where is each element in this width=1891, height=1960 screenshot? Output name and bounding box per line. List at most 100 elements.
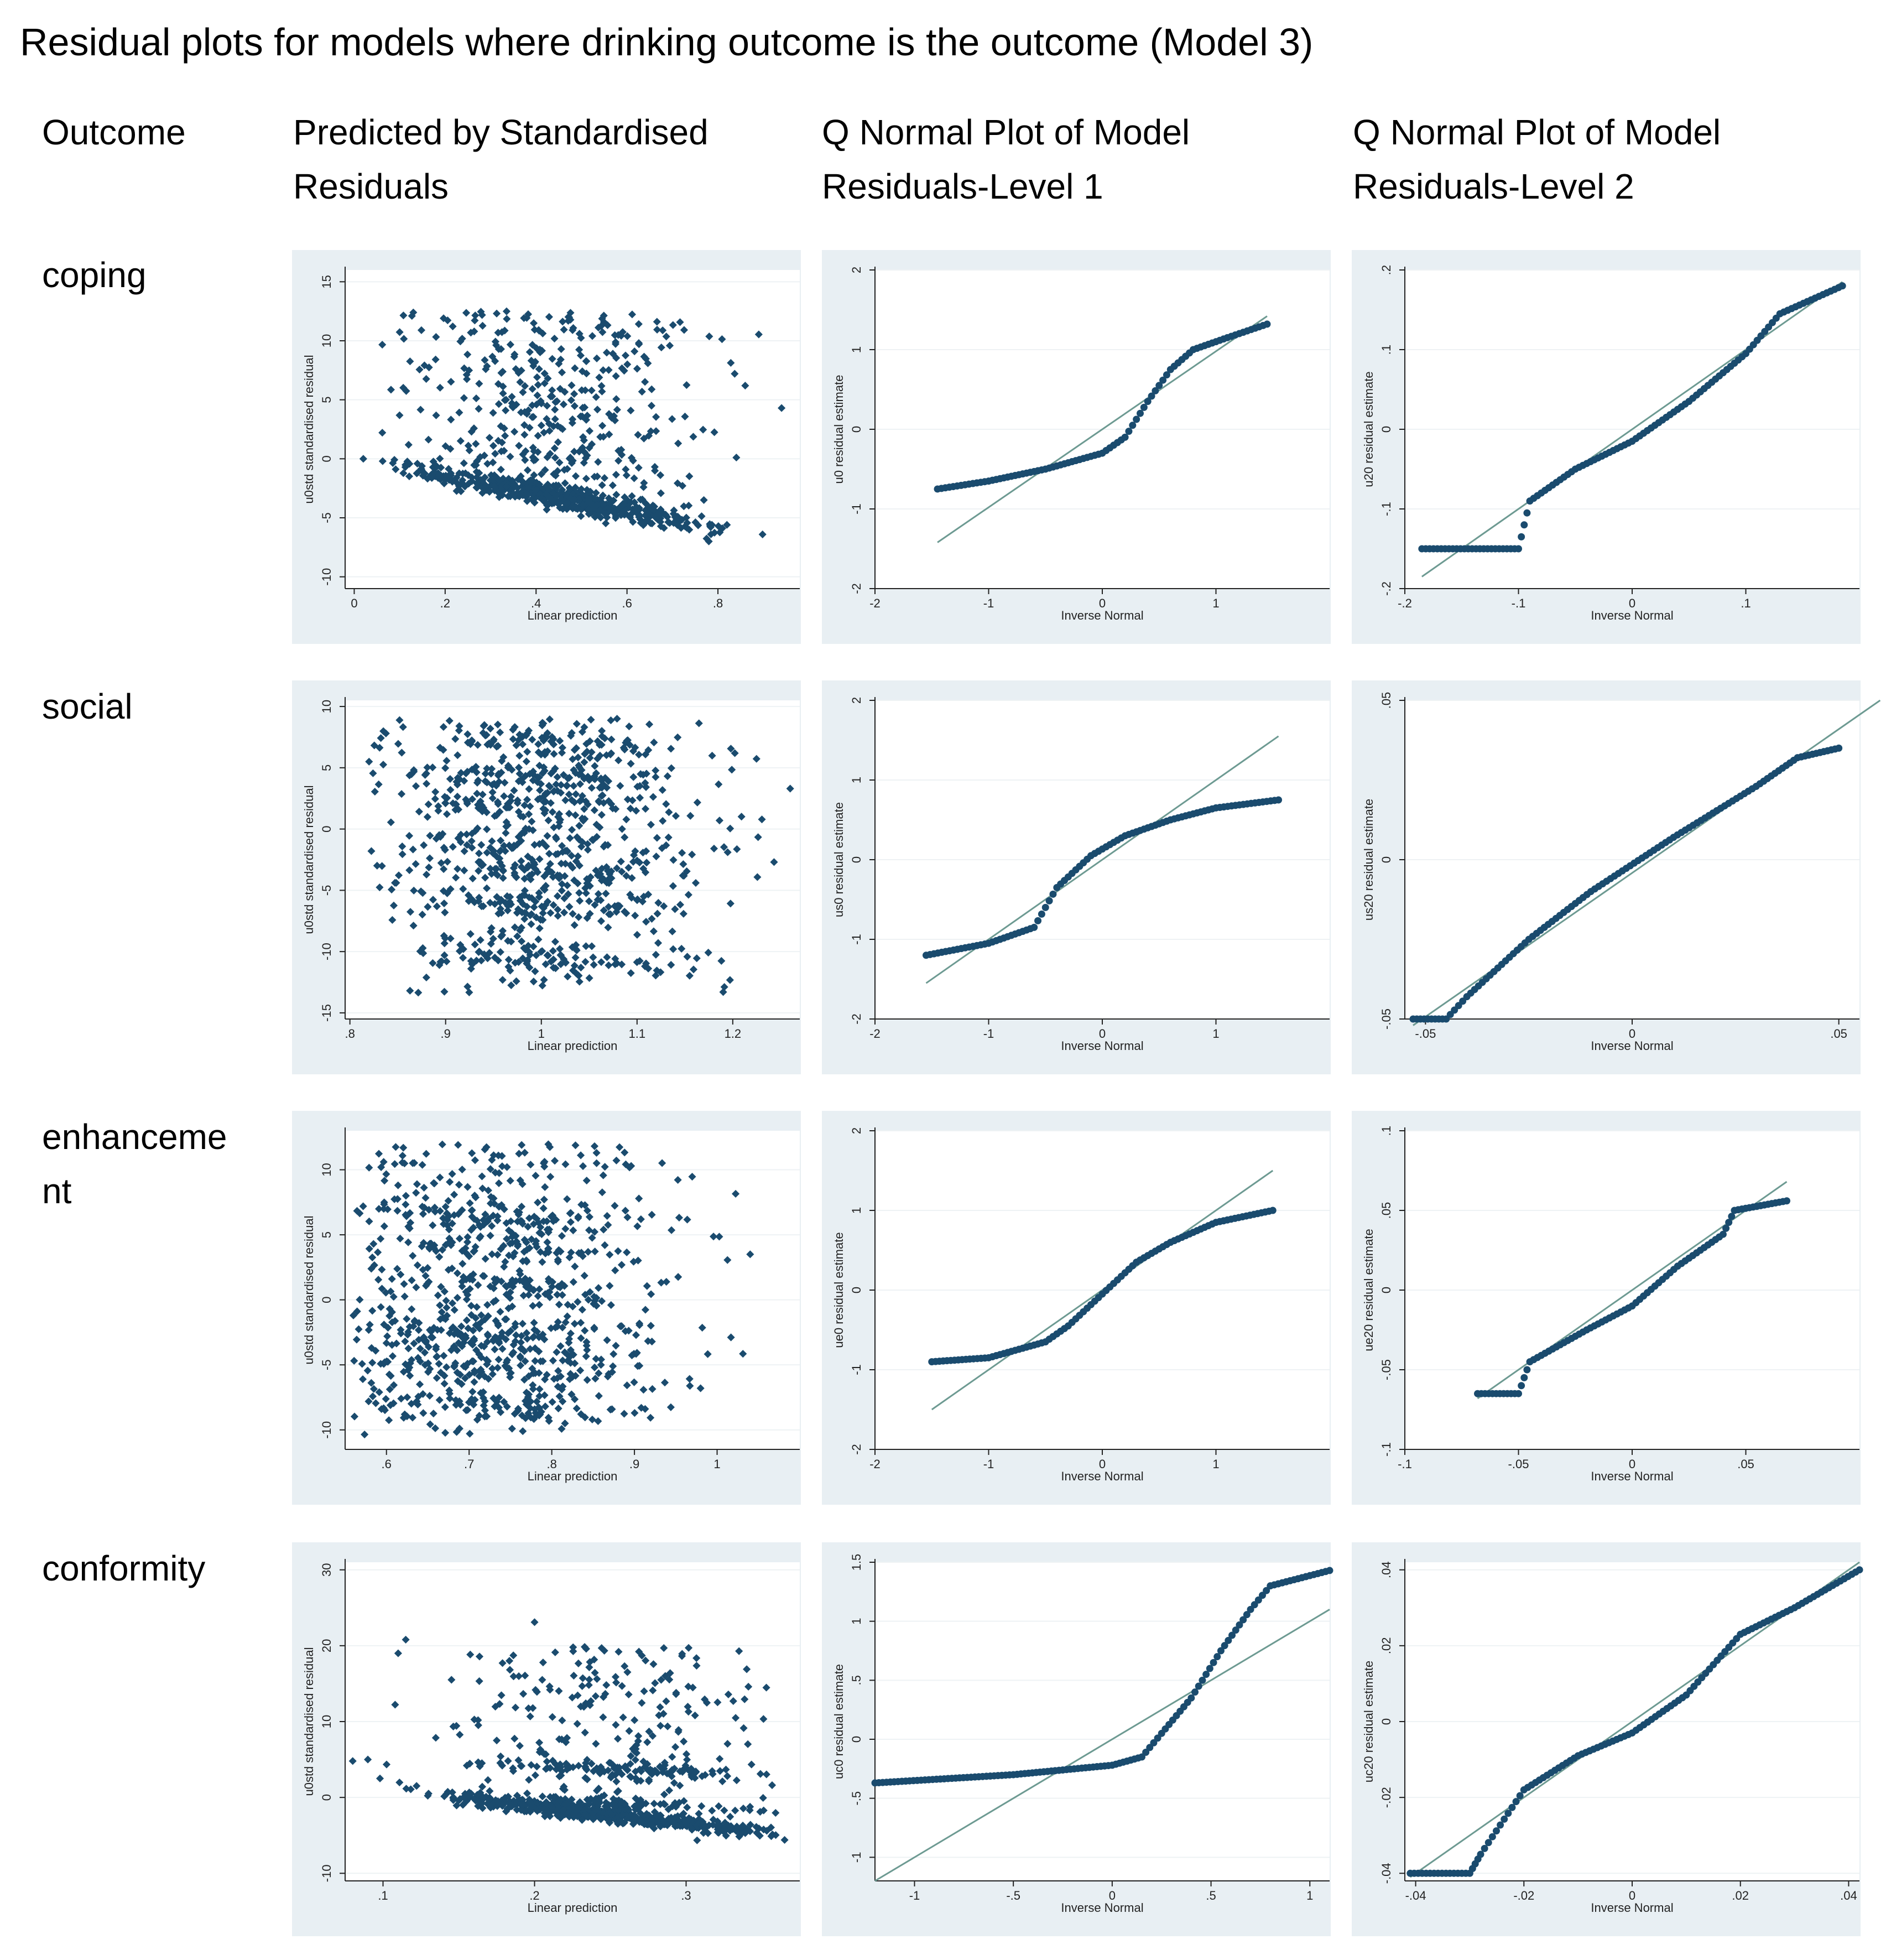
data-point bbox=[613, 405, 621, 414]
data-point bbox=[614, 456, 623, 465]
data-point bbox=[424, 435, 433, 444]
data-point bbox=[485, 949, 493, 957]
data-point bbox=[1488, 1833, 1496, 1841]
data-point bbox=[654, 898, 663, 907]
data-point bbox=[465, 480, 473, 488]
data-point bbox=[440, 899, 449, 908]
data-point bbox=[364, 1397, 373, 1406]
data-point bbox=[609, 508, 617, 516]
data-point bbox=[641, 805, 650, 813]
data-point bbox=[575, 913, 583, 921]
data-point bbox=[514, 763, 523, 772]
y-axis-label: u0std standardised residual bbox=[302, 1215, 316, 1364]
data-point bbox=[658, 1159, 666, 1167]
x-tick-label: .8 bbox=[345, 1027, 355, 1041]
data-point bbox=[519, 1291, 528, 1300]
data-point bbox=[476, 936, 485, 944]
y-tick-label: -10 bbox=[320, 943, 334, 960]
data-point bbox=[430, 1203, 439, 1212]
x-tick-label: -.1 bbox=[1398, 1457, 1412, 1471]
data-point bbox=[515, 770, 524, 778]
data-point bbox=[523, 902, 531, 911]
data-point bbox=[612, 372, 620, 380]
data-point bbox=[520, 430, 529, 439]
data-point bbox=[414, 468, 423, 476]
data-point bbox=[737, 813, 746, 821]
data-point bbox=[501, 326, 509, 335]
y-tick-label: 0 bbox=[850, 1736, 863, 1743]
data-point bbox=[600, 906, 608, 914]
data-point bbox=[1520, 1374, 1528, 1381]
data-point bbox=[424, 1359, 433, 1368]
data-point bbox=[494, 488, 502, 496]
data-point bbox=[561, 1318, 570, 1327]
data-point bbox=[685, 501, 693, 510]
data-point bbox=[556, 789, 565, 797]
x-tick-label: 0 bbox=[351, 596, 357, 610]
x-tick-label: 0 bbox=[1109, 1889, 1116, 1902]
data-point bbox=[557, 345, 565, 353]
data-point bbox=[498, 976, 507, 984]
x-tick-label: -2 bbox=[869, 1027, 881, 1041]
data-point bbox=[553, 397, 561, 405]
y-tick-label: -.2 bbox=[1379, 581, 1393, 596]
data-point bbox=[456, 940, 465, 949]
data-point bbox=[465, 897, 473, 905]
data-point bbox=[1783, 1197, 1790, 1205]
data-point bbox=[483, 1301, 492, 1309]
data-point bbox=[535, 365, 543, 373]
data-point bbox=[535, 1347, 543, 1356]
data-point bbox=[707, 530, 715, 538]
data-point bbox=[518, 1345, 527, 1353]
data-point bbox=[481, 356, 489, 364]
data-point bbox=[440, 479, 449, 488]
data-point bbox=[546, 909, 555, 917]
header-predicted-line1: Predicted by Standardised bbox=[293, 112, 709, 152]
x-tick-label: .9 bbox=[629, 1457, 639, 1471]
data-point bbox=[590, 806, 598, 814]
data-point bbox=[519, 388, 527, 397]
data-point bbox=[619, 744, 628, 752]
x-tick-label: 1 bbox=[1306, 1889, 1313, 1902]
y-tick-label: 1 bbox=[850, 346, 863, 353]
data-point bbox=[1719, 1230, 1727, 1238]
data-point bbox=[491, 357, 499, 365]
data-point bbox=[392, 1143, 400, 1151]
data-point bbox=[1275, 796, 1283, 804]
data-point bbox=[498, 482, 506, 491]
data-point bbox=[659, 326, 667, 335]
data-point bbox=[532, 486, 540, 495]
data-point bbox=[559, 318, 567, 326]
y-axis-label: us20 residual estimate bbox=[1362, 799, 1376, 921]
data-point bbox=[671, 1743, 680, 1751]
data-point bbox=[517, 863, 525, 871]
data-point bbox=[387, 818, 395, 826]
y-tick-label: .1 bbox=[1379, 1126, 1393, 1136]
data-point bbox=[519, 1796, 527, 1804]
data-point bbox=[398, 850, 407, 859]
data-point bbox=[683, 519, 691, 527]
data-point bbox=[569, 966, 577, 975]
data-point bbox=[763, 1827, 771, 1835]
data-point bbox=[648, 1337, 656, 1346]
data-point bbox=[629, 747, 638, 755]
header-level1-line1: Q Normal Plot of Model bbox=[822, 112, 1190, 152]
data-point bbox=[1254, 1596, 1262, 1604]
data-point bbox=[602, 1810, 611, 1818]
data-point bbox=[492, 865, 501, 873]
data-point bbox=[532, 897, 540, 906]
data-point bbox=[506, 453, 514, 461]
header-outcome: Outcome bbox=[42, 112, 186, 152]
data-point bbox=[626, 804, 635, 813]
data-point bbox=[1150, 1739, 1158, 1746]
data-point bbox=[503, 906, 512, 914]
data-point bbox=[608, 1405, 616, 1413]
row-label-conformity: conformity bbox=[42, 1548, 206, 1588]
data-point bbox=[558, 368, 566, 377]
x-tick-label: .8 bbox=[546, 1457, 556, 1471]
data-point bbox=[575, 835, 584, 844]
y-tick-label: -10 bbox=[320, 568, 334, 586]
